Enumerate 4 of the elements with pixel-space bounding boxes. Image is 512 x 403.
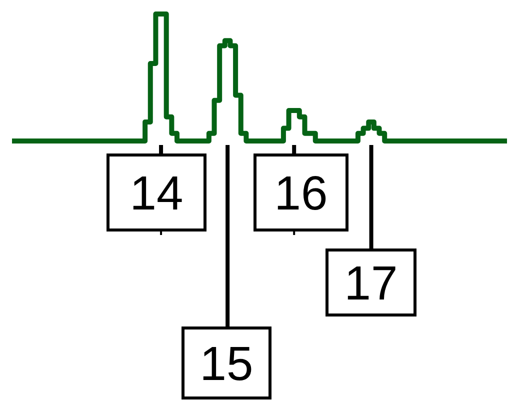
text: 17 [344, 258, 398, 310]
text: 16 [274, 168, 328, 220]
text: 15 [200, 338, 254, 391]
text: 14 [130, 168, 184, 220]
